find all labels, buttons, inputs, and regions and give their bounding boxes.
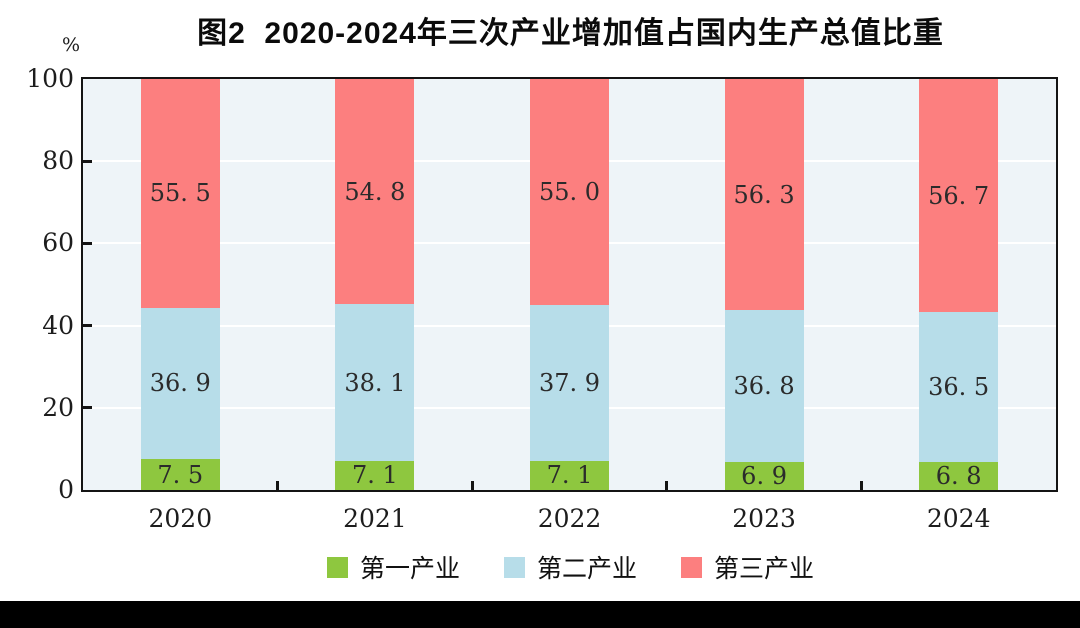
plot-area: 7. 5 36. 9 55. 5 7. 1 38. 1 54. 8 7. 1 37. 9 55.… — [81, 77, 1058, 492]
segment-2022-series-1: 7. 1 — [529, 460, 609, 490]
y-axis-label-0: 0 — [58, 475, 74, 504]
segment-2024-series-1: 6. 8 — [919, 462, 999, 491]
bar-cell-2024: 6. 8 36. 5 56. 7 — [861, 79, 1056, 490]
segment-2023-series-1: 6. 9 — [724, 461, 804, 490]
bar-cell-2022: 7. 1 37. 9 55. 0 — [472, 79, 667, 490]
segment-value-label: 7. 1 — [546, 461, 593, 490]
legend-swatch-icon — [681, 556, 702, 578]
segment-value-label: 7. 1 — [351, 461, 398, 490]
y-axis-label-20: 20 — [42, 392, 74, 422]
segment-2022-series-3: 55. 0 — [529, 79, 609, 306]
segment-2020-series-3: 55. 5 — [140, 79, 220, 308]
y-axis-label-100: 100 — [26, 64, 74, 93]
segment-2020-series-1: 7. 5 — [140, 459, 220, 490]
segment-value-label: 56. 3 — [733, 180, 795, 209]
segment-2021-series-3: 54. 8 — [335, 79, 415, 305]
x-axis-label-2022: 2022 — [537, 504, 602, 533]
y-tick-20 — [83, 406, 92, 410]
bar-cell-2023: 6. 9 36. 8 56. 3 — [667, 79, 862, 490]
bars-row: 7. 5 36. 9 55. 5 7. 1 38. 1 54. 8 7. 1 37. 9 55.… — [83, 79, 1056, 490]
x-axis-label-2021: 2021 — [343, 504, 407, 533]
segment-value-label: 54. 8 — [344, 177, 406, 206]
y-axis-unit-label: % — [61, 34, 80, 56]
legend-label: 第二产业 — [536, 555, 637, 583]
y-tick-80 — [83, 159, 92, 163]
chart-title: 图2 2020-2024年三次产业增加值占国内生产总值比重 — [197, 17, 944, 50]
segment-2024-series-3: 56. 7 — [919, 79, 999, 313]
x-tick-boundary-3 — [665, 481, 669, 490]
segment-value-label: 56. 7 — [928, 181, 990, 210]
x-tick-boundary-2 — [470, 481, 474, 490]
y-axis-label-80: 80 — [42, 146, 74, 176]
segment-2023-series-3: 56. 3 — [724, 79, 804, 311]
x-tick-boundary-1 — [276, 481, 280, 490]
y-tick-40 — [83, 324, 92, 328]
legend-item-1: 第一产业 — [326, 549, 460, 585]
segment-value-label: 55. 5 — [149, 179, 211, 208]
bar-stack-2023: 6. 9 36. 8 56. 3 — [724, 79, 804, 490]
segment-value-label: 36. 9 — [149, 369, 211, 398]
segment-2023-series-2: 36. 8 — [724, 310, 804, 462]
bar-cell-2020: 7. 5 36. 9 55. 5 — [83, 79, 278, 490]
y-tick-60 — [83, 241, 92, 245]
bottom-black-strip — [0, 601, 1080, 628]
x-tick-boundary-4 — [859, 481, 863, 490]
y-axis-label-40: 40 — [42, 310, 74, 340]
segment-value-label: 36. 5 — [928, 373, 990, 402]
bar-stack-2024: 6. 8 36. 5 56. 7 — [919, 79, 999, 491]
legend-item-2: 第二产业 — [503, 549, 637, 585]
bar-stack-2022: 7. 1 37. 9 55. 0 — [529, 79, 609, 490]
segment-2021-series-1: 7. 1 — [335, 460, 415, 490]
bar-stack-2020: 7. 5 36. 9 55. 5 — [140, 79, 220, 490]
legend-label: 第一产业 — [359, 555, 460, 583]
segment-value-label: 6. 8 — [935, 462, 982, 491]
segment-value-label: 36. 8 — [733, 372, 795, 401]
segment-value-label: 7. 5 — [157, 460, 204, 489]
segment-value-label: 37. 9 — [538, 368, 601, 397]
legend-swatch-icon — [503, 556, 525, 578]
x-axis-label-2024: 2024 — [926, 504, 991, 533]
legend-swatch-icon — [326, 556, 348, 578]
segment-2024-series-2: 36. 5 — [919, 312, 999, 463]
legend: 第一产业 第二产业 第三产业 — [83, 551, 1058, 583]
segment-2022-series-2: 37. 9 — [529, 305, 609, 461]
x-axis-label-2020: 2020 — [148, 504, 213, 533]
legend-label: 第三产业 — [714, 555, 815, 583]
y-axis-label-60: 60 — [42, 228, 74, 258]
legend-item-3: 第三产业 — [681, 549, 814, 585]
segment-value-label: 55. 0 — [538, 178, 601, 207]
segment-value-label: 6. 9 — [741, 461, 787, 490]
bar-cell-2021: 7. 1 38. 1 54. 8 — [278, 79, 473, 490]
bar-stack-2021: 7. 1 38. 1 54. 8 — [335, 79, 415, 490]
segment-2021-series-2: 38. 1 — [335, 304, 415, 461]
x-axis-label-2023: 2023 — [732, 504, 796, 533]
segment-2020-series-2: 36. 9 — [140, 307, 220, 460]
segment-value-label: 38. 1 — [344, 368, 406, 397]
